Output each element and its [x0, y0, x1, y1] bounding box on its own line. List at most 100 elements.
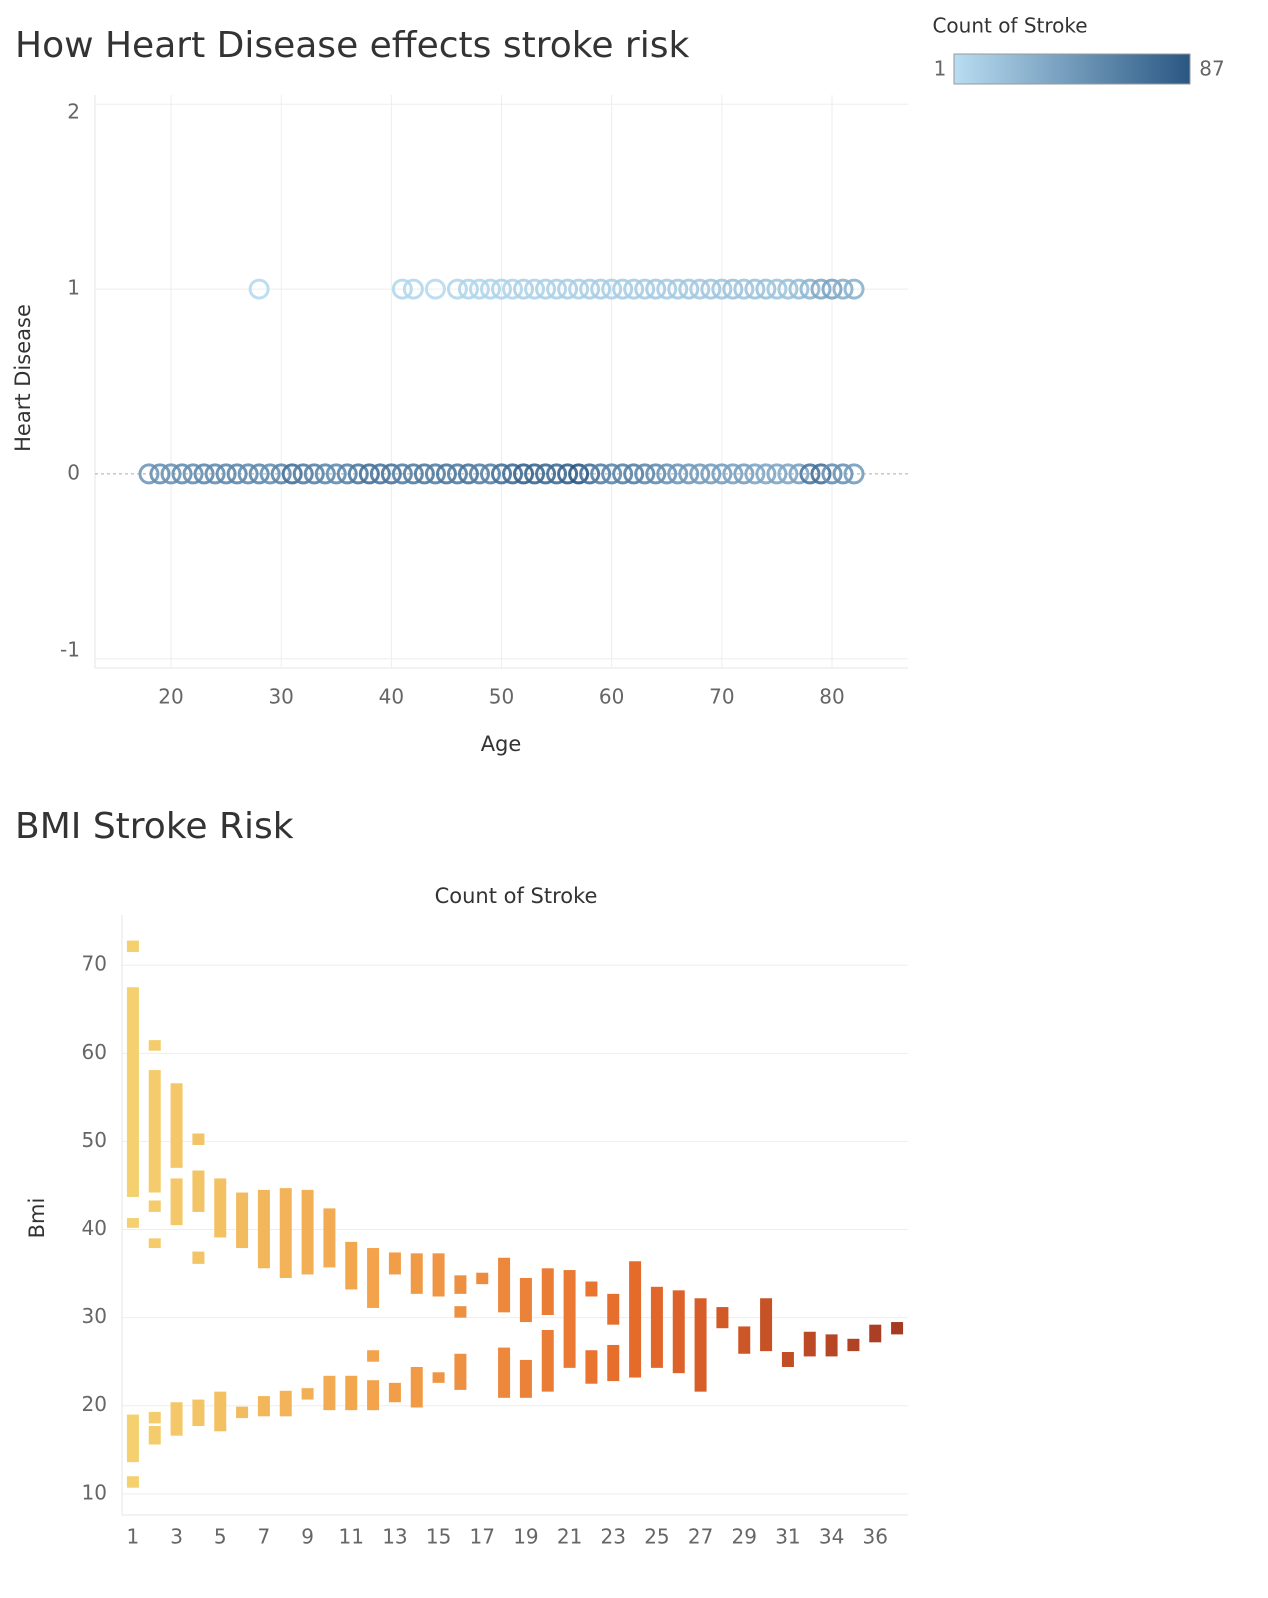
range-bar	[192, 1170, 205, 1212]
range-bar	[301, 1189, 314, 1275]
y-tick-label: 0	[67, 460, 80, 484]
legend-max: 87	[1199, 57, 1224, 81]
range-bar	[541, 1268, 554, 1315]
data-point	[468, 463, 490, 485]
y-tick-label: 10	[82, 1480, 107, 1504]
range-bar	[519, 1359, 532, 1398]
x-tick-label: 34	[819, 1525, 844, 1549]
data-point	[435, 463, 457, 485]
data-point	[513, 463, 535, 485]
data-point	[270, 463, 292, 485]
range-bar	[126, 1476, 139, 1488]
data-point	[843, 463, 865, 485]
data-point	[601, 463, 623, 485]
data-point	[777, 278, 799, 300]
data-point	[446, 463, 468, 485]
data-point	[799, 463, 821, 485]
data-point	[171, 463, 193, 485]
data-point	[744, 278, 766, 300]
range-bar	[738, 1326, 751, 1354]
range-bar	[192, 1251, 205, 1264]
data-point	[821, 278, 843, 300]
data-point	[832, 463, 854, 485]
range-bar	[236, 1406, 249, 1419]
range-bar	[410, 1253, 423, 1294]
data-point	[138, 463, 160, 485]
data-point	[248, 278, 270, 300]
range-bar	[367, 1350, 380, 1362]
data-point	[634, 463, 656, 485]
range-bar	[170, 1178, 183, 1226]
data-point	[766, 278, 788, 300]
range-bar	[694, 1298, 707, 1392]
x-tick-label: 5	[214, 1525, 227, 1549]
chart-title: How Heart Disease effects stroke risk	[15, 25, 689, 66]
data-point	[457, 278, 479, 300]
data-point	[226, 463, 248, 485]
x-tick-label: 1	[127, 1525, 140, 1549]
range-bar	[148, 1426, 161, 1445]
data-point	[678, 463, 700, 485]
range-bar	[388, 1382, 401, 1403]
x-tick-label: 30	[268, 685, 293, 709]
range-bar	[432, 1372, 445, 1383]
data-point	[656, 278, 678, 300]
data-point	[667, 278, 689, 300]
data-point	[689, 278, 711, 300]
x-tick-label: 19	[513, 1525, 538, 1549]
range-bar	[454, 1306, 467, 1318]
data-point	[711, 278, 733, 300]
data-point	[579, 463, 601, 485]
range-bar	[454, 1353, 467, 1390]
range-bar	[410, 1366, 423, 1408]
data-point	[446, 278, 468, 300]
range-bar	[367, 1248, 380, 1308]
x-tick-label: 20	[158, 685, 183, 709]
range-bar	[519, 1277, 532, 1323]
range-bar	[279, 1390, 292, 1417]
range-bar	[498, 1347, 511, 1398]
range-bar	[257, 1189, 270, 1269]
data-point	[369, 463, 391, 485]
data-point	[502, 463, 524, 485]
data-point	[457, 463, 479, 485]
range-bar	[716, 1307, 729, 1329]
data-point	[391, 463, 413, 485]
x-tick-label: 40	[379, 685, 404, 709]
data-point	[590, 278, 612, 300]
range-bar	[432, 1253, 445, 1297]
range-bar	[869, 1324, 882, 1343]
range-bar	[192, 1133, 205, 1145]
range-bar	[847, 1338, 860, 1352]
data-point	[259, 463, 281, 485]
x-tick-label: 17	[470, 1525, 495, 1549]
data-point	[689, 463, 711, 485]
data-point	[843, 278, 865, 300]
range-bar	[279, 1188, 292, 1278]
data-point	[402, 278, 424, 300]
chart-title: BMI Stroke Risk	[15, 806, 294, 847]
x-axis-title: Age	[481, 732, 522, 756]
data-point	[336, 463, 358, 485]
data-point	[788, 463, 810, 485]
data-point	[623, 278, 645, 300]
data-point	[832, 278, 854, 300]
range-bar	[148, 1070, 161, 1193]
data-point	[479, 278, 501, 300]
y-tick-label: -1	[60, 638, 80, 662]
range-bar	[629, 1261, 642, 1378]
data-point	[468, 278, 490, 300]
data-point	[744, 463, 766, 485]
range-bar	[825, 1334, 838, 1357]
range-bar	[323, 1375, 336, 1411]
range-bar	[214, 1178, 227, 1238]
range-bar	[607, 1293, 620, 1325]
data-point	[160, 463, 182, 485]
data-point	[535, 463, 557, 485]
data-point	[634, 278, 656, 300]
range-bar	[891, 1322, 904, 1335]
data-point	[524, 463, 546, 485]
range-bar	[563, 1270, 576, 1368]
y-tick-label: 30	[82, 1304, 107, 1328]
range-bar	[388, 1252, 401, 1275]
